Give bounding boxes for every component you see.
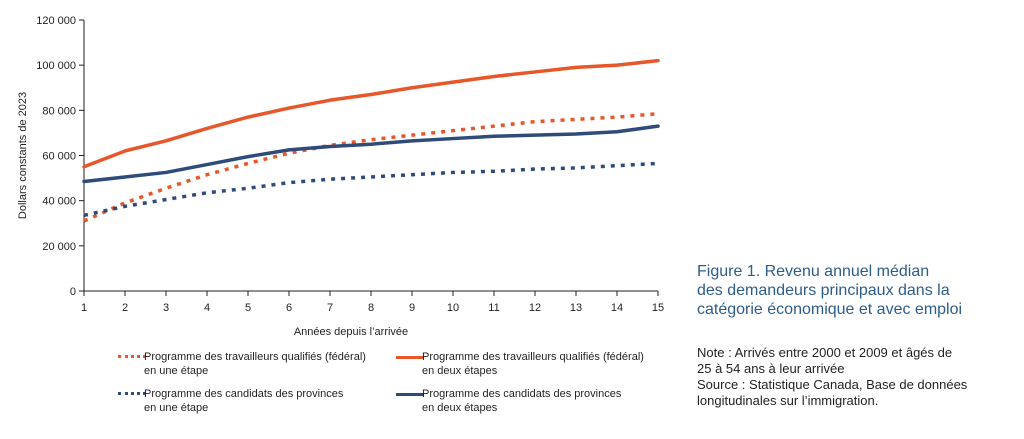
- legend-label-line: Programme des travailleurs qualifiés (fé…: [422, 351, 644, 363]
- x-tick-label: 15: [652, 302, 664, 314]
- figure-title-line: Figure 1. Revenu annuel médian: [697, 263, 930, 280]
- series-line-1: [83, 111, 659, 223]
- y-tick-label: 80 000: [42, 105, 76, 117]
- x-tick-label: 4: [204, 302, 210, 314]
- source-line: Source : Statistique Canada, Base de don…: [697, 377, 968, 392]
- legend-label-line: en une étape: [144, 365, 209, 377]
- y-tick-label: 40 000: [42, 196, 76, 208]
- note-line: Note : Arrivés entre 2000 et 2009 et âgé…: [697, 345, 953, 360]
- x-tick-label: 10: [447, 302, 459, 314]
- x-axis-title: Années depuis l’arrivée: [294, 326, 408, 338]
- y-tick-label: 120 000: [36, 15, 76, 27]
- x-tick-label: 13: [570, 302, 582, 314]
- legend-label-line: en deux étapes: [422, 365, 498, 377]
- legend-label: Programme des candidats des provinces en…: [422, 387, 672, 415]
- x-tick-label: 12: [529, 302, 541, 314]
- note-line: 25 à 54 ans à leur arrivée: [697, 361, 845, 376]
- x-tick-label: 14: [611, 302, 623, 314]
- y-axis-ticks: 0 20 000 40 000 60 000 80 000 100 000 120 000: [36, 15, 84, 298]
- legend-swatch-dotted-navy: [118, 392, 146, 395]
- figure-title-line: des demandeurs principaux dans la: [697, 282, 950, 299]
- legend-label-line: Programme des travailleurs qualifiés (fé…: [144, 351, 366, 363]
- y-tick-label: 100 000: [36, 60, 76, 72]
- legend-label-line: Programme des candidats des provinces: [144, 388, 344, 400]
- legend-label-line: en une étape: [144, 402, 209, 414]
- series-line-4: [82, 124, 660, 184]
- legend-swatch-solid-navy: [396, 393, 424, 396]
- series-line-2: [82, 58, 660, 169]
- x-axis-ticks: 1 2 3 4 5 6 7 8 9 10 11 12 13 14 15: [81, 291, 664, 314]
- legend-swatch-dotted-orange: [118, 355, 146, 358]
- legend-label: Programme des travailleurs qualifiés (fé…: [144, 350, 394, 378]
- x-tick-label: 9: [409, 302, 415, 314]
- y-axis-title: Dollars constants de 2023: [17, 92, 29, 219]
- figure-note: Note : Arrivés entre 2000 et 2009 et âgé…: [697, 345, 1017, 409]
- series-layer: [82, 58, 660, 223]
- x-tick-label: 8: [368, 302, 374, 314]
- y-tick-label: 0: [70, 286, 76, 298]
- figure-title-line: catégorie économique et avec emploi: [697, 301, 963, 318]
- series-line-3: [83, 161, 659, 218]
- legend-label: Programme des travailleurs qualifiés (fé…: [422, 350, 672, 378]
- x-tick-label: 3: [163, 302, 169, 314]
- legend-label-line: Programme des candidats des provinces: [422, 388, 622, 400]
- legend-label-line: en deux étapes: [422, 402, 498, 414]
- x-tick-label: 1: [81, 302, 87, 314]
- x-tick-label: 7: [327, 302, 333, 314]
- legend-label: Programme des candidats des provinces en…: [144, 387, 394, 415]
- figure-title: Figure 1. Revenu annuel médian des deman…: [697, 262, 1017, 319]
- x-tick-label: 11: [488, 302, 499, 314]
- x-tick-label: 5: [245, 302, 251, 314]
- legend-swatch-solid-orange: [396, 356, 424, 359]
- y-tick-label: 60 000: [42, 151, 76, 163]
- source-line: longitudinales sur l’immigration.: [697, 393, 879, 408]
- x-tick-label: 6: [286, 302, 292, 314]
- y-tick-label: 20 000: [42, 241, 76, 253]
- x-tick-label: 2: [122, 302, 128, 314]
